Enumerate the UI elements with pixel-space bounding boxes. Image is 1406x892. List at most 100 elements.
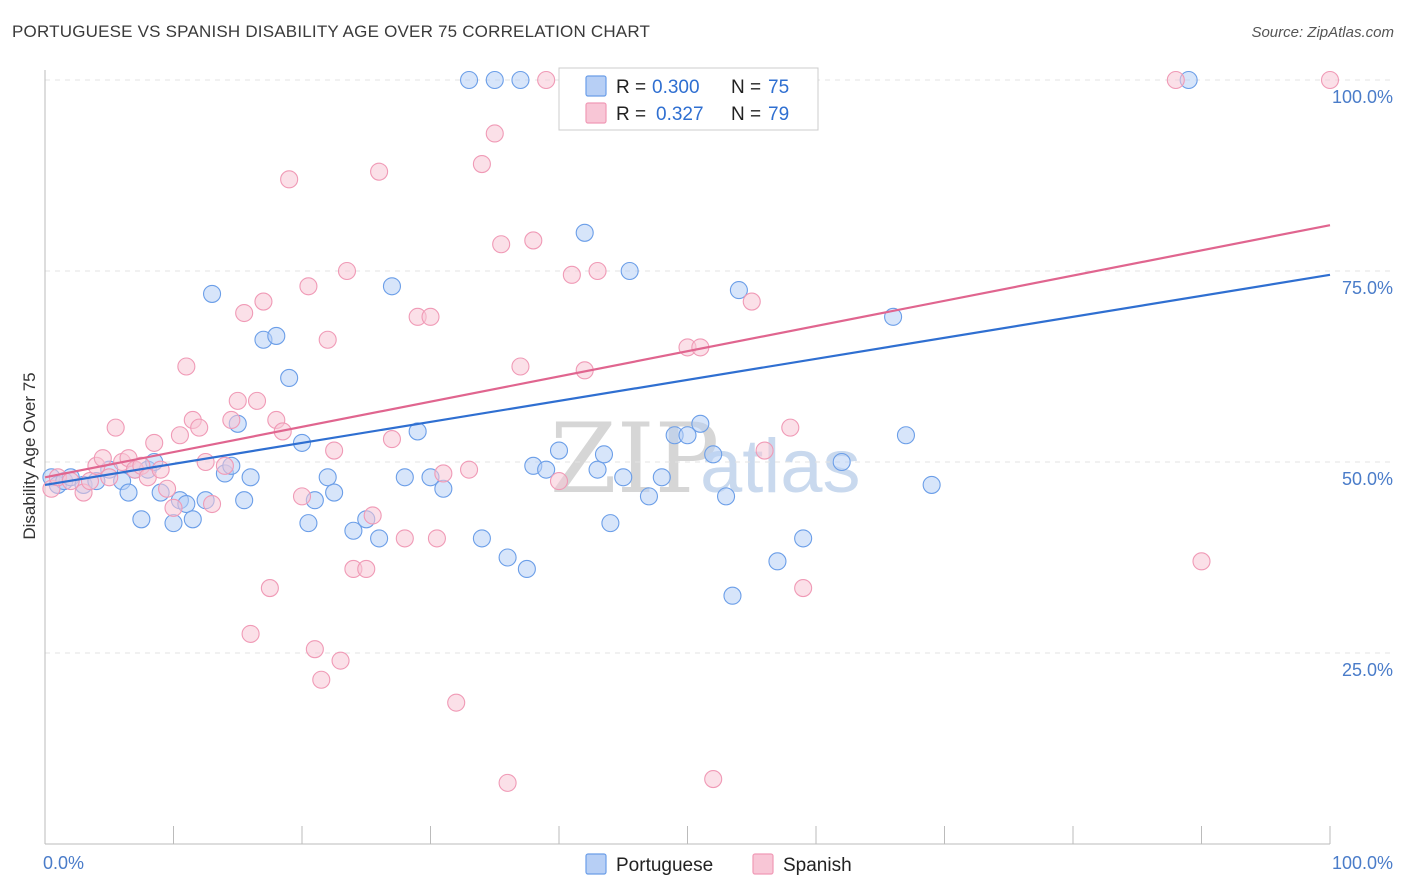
spanish-point — [1320, 70, 1340, 90]
portuguese-point — [549, 441, 569, 460]
portuguese-point — [537, 460, 556, 479]
portuguese-point — [896, 426, 916, 445]
spanish-point — [203, 494, 222, 514]
spanish-point — [318, 330, 337, 349]
spanish-point — [485, 124, 504, 143]
legend-n-value-portuguese: 75 — [768, 77, 789, 98]
watermark-zip: ZIP — [550, 403, 719, 515]
portuguese-point — [395, 468, 414, 487]
spanish-point — [370, 162, 389, 181]
portuguese-point — [678, 426, 697, 445]
portuguese-point — [517, 559, 536, 579]
portuguese-point — [299, 514, 318, 533]
spanish-point — [337, 261, 357, 281]
x-axis-ticks — [44, 826, 1331, 844]
portuguese-point — [594, 445, 614, 464]
portuguese-point — [620, 261, 639, 281]
spanish-point — [562, 265, 581, 284]
spanish-point — [196, 452, 215, 472]
portuguese-point — [119, 483, 138, 502]
spanish-point — [164, 498, 183, 517]
spanish-point — [1166, 70, 1185, 90]
spanish-point — [755, 441, 774, 460]
series-legend-label-portuguese: Portuguese — [616, 855, 713, 876]
portuguese-point — [344, 521, 363, 540]
legend-n-label-portuguese: N = — [731, 77, 761, 98]
portuguese-point — [639, 487, 659, 506]
x-tick-label-max: 100.0% — [1332, 853, 1393, 873]
spanish-point — [312, 670, 331, 689]
series-legend-label-spanish: Spanish — [783, 855, 852, 876]
series-legend: Portuguese Spanish — [585, 853, 852, 876]
portuguese-point — [203, 284, 222, 303]
portuguese-trend-line — [44, 273, 1331, 487]
legend-r-label-portuguese: R = — [616, 77, 646, 98]
portuguese-point — [691, 414, 710, 433]
spanish-point — [549, 472, 569, 491]
portuguese-point — [614, 468, 633, 487]
portuguese-point — [370, 529, 389, 548]
legend-swatch-portuguese — [585, 75, 607, 97]
spanish-point — [241, 624, 260, 643]
spanish-point — [742, 292, 761, 311]
spanish-point — [498, 773, 517, 792]
portuguese-point — [183, 510, 202, 529]
spanish-point — [363, 506, 382, 525]
spanish-point — [80, 472, 100, 491]
spanish-point — [228, 391, 247, 410]
spanish-point — [177, 357, 196, 376]
portuguese-point — [472, 529, 491, 548]
spanish-point — [537, 70, 556, 90]
portuguese-point — [723, 586, 742, 605]
spanish-point — [299, 277, 318, 296]
spanish-point — [427, 529, 446, 548]
spanish-point — [794, 579, 813, 598]
y-tick-label: 75.0% — [1342, 278, 1393, 298]
y-tick-label: 50.0% — [1342, 469, 1393, 489]
y-tick-label: 25.0% — [1342, 660, 1393, 680]
portuguese-point — [164, 514, 183, 533]
legend-swatch-spanish — [585, 102, 607, 124]
portuguese-point — [382, 277, 402, 296]
portuguese-points — [42, 70, 1198, 605]
spanish-point — [305, 640, 324, 659]
portuguese-point — [280, 368, 299, 388]
portuguese-point — [235, 491, 254, 510]
portuguese-point — [434, 479, 453, 498]
spanish-point — [235, 303, 254, 323]
portuguese-point — [325, 483, 344, 502]
series-legend-swatch-portuguese — [585, 853, 607, 875]
spanish-point — [170, 426, 189, 445]
spanish-point — [781, 418, 800, 437]
spanish-point — [247, 391, 267, 410]
spanish-point — [280, 170, 299, 189]
spanish-point — [215, 456, 234, 475]
portuguese-point — [716, 487, 736, 506]
spanish-point — [395, 529, 414, 548]
spanish-point — [588, 261, 607, 281]
portuguese-point — [601, 514, 620, 533]
legend-n-value-spanish: 79 — [768, 104, 789, 125]
spanish-point — [151, 460, 170, 479]
x-tick-label-min: 0.0% — [43, 853, 84, 873]
spanish-trend-line — [44, 224, 1331, 479]
portuguese-point — [498, 548, 517, 567]
spanish-point — [331, 651, 350, 670]
portuguese-point — [832, 452, 851, 472]
spanish-point — [158, 479, 177, 498]
spanish-point — [472, 154, 491, 174]
portuguese-point — [588, 460, 607, 479]
portuguese-point — [729, 281, 748, 300]
spanish-point — [524, 231, 543, 250]
portuguese-point — [575, 223, 594, 242]
spanish-point — [511, 357, 530, 376]
portuguese-point — [511, 70, 530, 90]
spanish-point — [459, 460, 479, 479]
portuguese-point — [922, 475, 941, 494]
legend-n-label-spanish: N = — [731, 104, 761, 125]
spanish-point — [357, 559, 376, 579]
legend-r-value-portuguese: 0.300 — [652, 77, 700, 98]
spanish-point — [222, 410, 241, 430]
portuguese-point — [318, 468, 337, 487]
